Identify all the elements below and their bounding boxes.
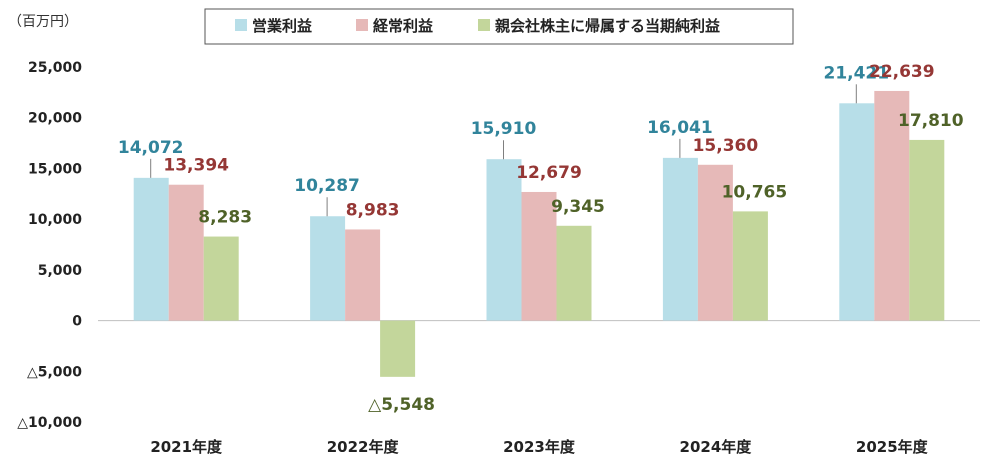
y-tick-label: 15,000 [28, 161, 82, 177]
x-tick-label: 2023年度 [503, 438, 576, 456]
data-label-operating-income: 10,287 [294, 176, 360, 196]
unit-label: （百万円） [8, 14, 78, 30]
bar-operating-income [310, 216, 346, 321]
bar-operating-income [486, 159, 522, 321]
bar-net-income [909, 139, 945, 321]
data-label-net-income: 8,283 [198, 208, 252, 228]
data-label-operating-income: 14,072 [118, 138, 184, 158]
bar-net-income [203, 236, 239, 321]
legend-label-operating-income: 営業利益 [252, 17, 312, 35]
leader-lines [150, 84, 857, 217]
y-axis: 25,000 20,000 15,000 10,000 5,000 0 △5,000 △10,… [17, 60, 82, 431]
x-axis: 2021年度 2022年度 2023年度 2024年度 2025年度 [150, 438, 928, 456]
legend-label-ordinary-income: 経常利益 [373, 17, 433, 35]
x-tick-label: 2025年度 [856, 438, 929, 456]
legend-frame [204, 8, 794, 45]
data-label-ordinary-income: 13,394 [163, 156, 229, 176]
y-tick-label: △5,000 [27, 364, 82, 380]
bar-net-income [732, 211, 768, 321]
legend: 営業利益 経常利益 親会社株主に帰属する当期純利益 [204, 8, 794, 45]
y-tick-label: △10,000 [17, 415, 82, 431]
bar-ordinary-income [697, 164, 733, 321]
data-label-net-income: 17,810 [898, 111, 964, 131]
legend-swatch-ordinary-income [356, 19, 368, 31]
data-label-ordinary-income: 22,639 [869, 62, 935, 82]
x-tick-label: 2022年度 [327, 438, 400, 456]
bar-ordinary-income [521, 191, 557, 321]
data-label-ordinary-income: 15,360 [693, 136, 759, 156]
y-tick-label: 10,000 [28, 212, 82, 228]
bar-operating-income [662, 157, 698, 321]
data-label-operating-income: 16,041 [647, 118, 713, 138]
bar-net-income [556, 225, 592, 321]
data-label-net-income: 10,765 [722, 182, 788, 202]
data-label-operating-income: 15,910 [471, 119, 537, 139]
y-tick-label: 25,000 [28, 60, 82, 76]
data-label-operating-income: 21,421 [823, 63, 889, 83]
y-tick-label: 5,000 [38, 263, 83, 279]
data-label-ordinary-income: 12,679 [516, 163, 582, 183]
data-label-net-income: 9,345 [551, 197, 605, 217]
legend-swatch-operating-income [235, 19, 247, 31]
bar-operating-income [839, 103, 875, 321]
bar-ordinary-income [874, 90, 910, 321]
x-tick-label: 2024年度 [680, 438, 753, 456]
data-label-net-income: △5,548 [368, 395, 435, 415]
bar-ordinary-income [345, 229, 381, 321]
bar-operating-income [133, 177, 169, 321]
bar-ordinary-income [168, 184, 204, 321]
bar-net-income [380, 320, 416, 377]
y-tick-label: 0 [72, 314, 82, 330]
y-tick-label: 20,000 [28, 111, 82, 127]
data-label-ordinary-income: 8,983 [346, 200, 400, 220]
bars [133, 90, 945, 377]
legend-label-net-income: 親会社株主に帰属する当期純利益 [495, 17, 720, 35]
x-tick-label: 2021年度 [150, 438, 223, 456]
legend-swatch-net-income [478, 19, 490, 31]
